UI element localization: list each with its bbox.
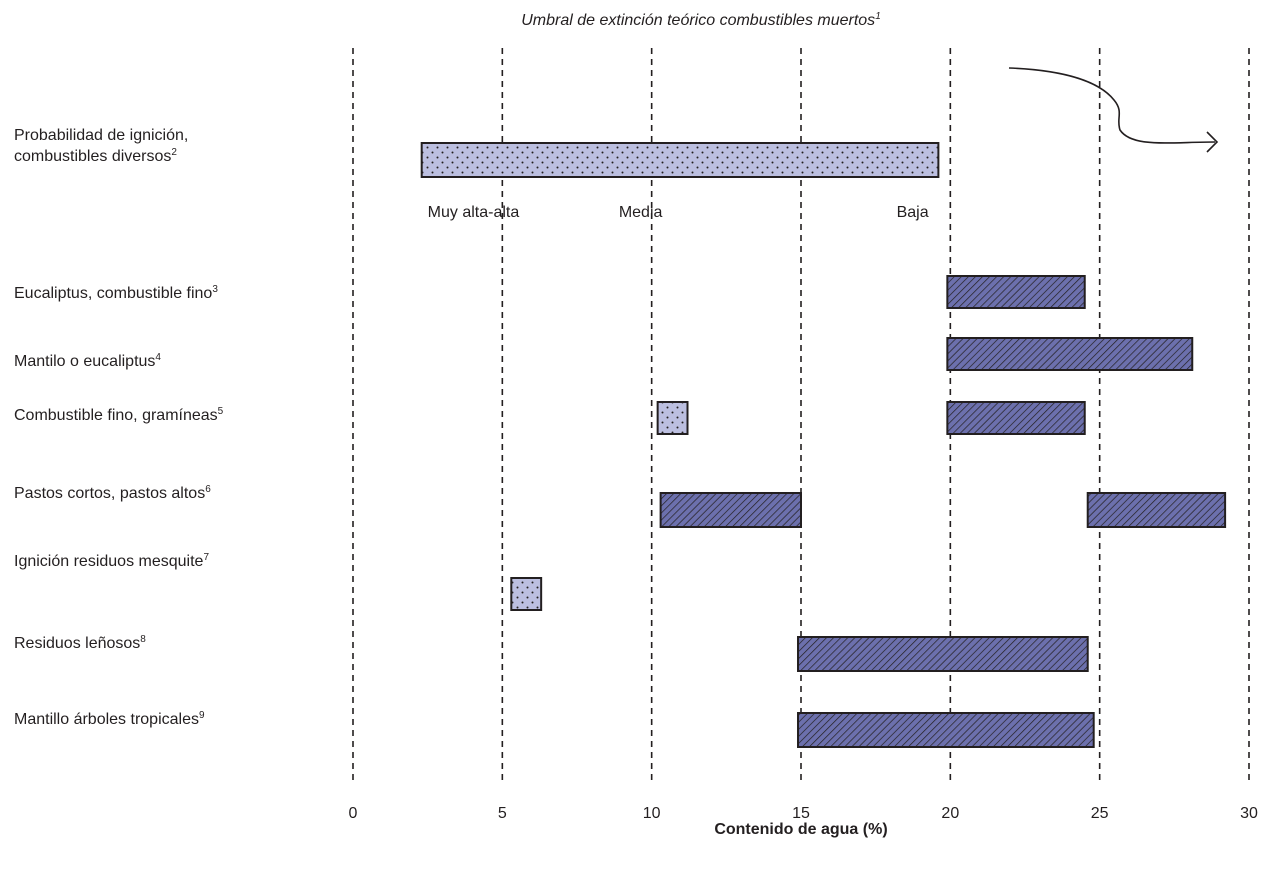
x-axis-label: Contenido de agua (%) bbox=[714, 821, 887, 838]
ignition-band-label: Muy alta-alta bbox=[428, 204, 520, 221]
hatched-range-bar bbox=[946, 275, 1086, 309]
row-label: Probabilidad de ignición, combustibles di… bbox=[14, 127, 188, 165]
row-label: Mantillo árboles tropicales9 bbox=[14, 710, 205, 728]
dotted-range-bar bbox=[510, 577, 543, 611]
x-tick-label: 20 bbox=[941, 805, 959, 822]
hatched-range-bar bbox=[946, 337, 1194, 371]
hatched-range-bar bbox=[1086, 492, 1227, 528]
hatched-range-bar bbox=[659, 492, 802, 528]
dotted-range-bar bbox=[656, 401, 689, 435]
ignition-band-labels: Muy alta-alta Media Baja bbox=[428, 204, 929, 221]
ignition-band-label: Media bbox=[619, 204, 663, 221]
threshold-arrow-curve bbox=[1008, 67, 1216, 144]
row-label: Eucaliptus, combustible fino3 bbox=[14, 284, 218, 302]
ignition-band-label: Baja bbox=[897, 204, 929, 221]
hatched-range-bar bbox=[797, 636, 1089, 672]
row-labels: Probabilidad de ignición, combustibles di… bbox=[14, 127, 224, 728]
x-tick-label: 0 bbox=[349, 805, 358, 822]
hatched-range-bar bbox=[797, 712, 1095, 748]
row-label: Residuos leñosos8 bbox=[14, 634, 146, 652]
x-tick-label: 15 bbox=[792, 805, 810, 822]
x-tick-label: 5 bbox=[498, 805, 507, 822]
x-tick-label: 10 bbox=[643, 805, 661, 822]
x-tick-label: 30 bbox=[1240, 805, 1258, 822]
chart-title: Umbral de extinción teórico combustibles… bbox=[521, 11, 881, 29]
hatched-range-bar bbox=[946, 401, 1086, 435]
x-tick-labels: 0 5 10 15 20 25 30 bbox=[349, 805, 1258, 822]
row-label: Combustible fino, gramíneas5 bbox=[14, 406, 224, 424]
arrow-head-icon bbox=[1206, 131, 1219, 153]
row-label: Mantilo o eucaliptus4 bbox=[14, 352, 161, 370]
range-bars bbox=[420, 142, 1227, 748]
dotted-range-bar bbox=[420, 142, 940, 178]
row-label: Pastos cortos, pastos altos6 bbox=[14, 484, 211, 502]
row-label: Ignición residuos mesquite7 bbox=[14, 552, 209, 570]
x-tick-label: 25 bbox=[1091, 805, 1109, 822]
